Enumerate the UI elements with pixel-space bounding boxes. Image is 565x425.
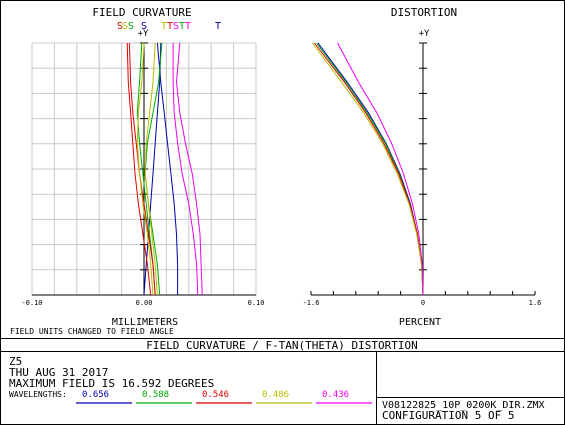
banner-title: FIELD CURVATURE / F-TAN(THETA) DISTORTIO… — [146, 339, 418, 352]
fc-legend-sag-label: S — [141, 21, 147, 32]
dist-series-line — [337, 42, 424, 296]
fc-legend-tan-label: S — [173, 21, 179, 32]
wavelength-value: 0.486 — [262, 390, 289, 400]
fc-y-label: +Y — [138, 29, 149, 39]
wavelength-value: 0.656 — [82, 390, 109, 400]
field-units-note: FIELD UNITS CHANGED TO FIELD ANGLE — [10, 327, 174, 336]
dist-x-tick-label: -1.6 — [303, 299, 320, 307]
fc-x-tick-label: 0.10 — [248, 299, 265, 307]
configuration-text: CONFIGURATION 5 OF 5 — [382, 409, 514, 422]
dist-title: DISTORTION — [391, 6, 457, 19]
file-name: V08122825_10P_0200K_DIR.ZMX — [382, 400, 545, 411]
dist-curves — [311, 42, 424, 296]
fc-tick-labels: -0.10 0.00 0.10 — [21, 299, 264, 307]
fc-legend: SS S S T T S T T T — [117, 21, 221, 32]
fc-legend-sag-label: S — [117, 21, 123, 32]
fc-x-tick-label: -0.10 — [21, 299, 42, 307]
wavelength-value: 0.546 — [202, 390, 229, 400]
fc-legend-tan-label: T — [215, 21, 221, 32]
max-field-text: MAXIMUM FIELD IS 16.592 DEGREES — [9, 377, 214, 390]
fc-curves — [126, 42, 203, 296]
fc-series-line — [136, 42, 154, 296]
fc-series-line — [143, 42, 162, 296]
wavelength-value: 0.588 — [142, 390, 169, 400]
lens-name: Z5 — [9, 355, 22, 368]
dist-series-line — [311, 42, 424, 296]
fc-legend-tan-label: T — [179, 21, 185, 32]
dist-x-label: PERCENT — [399, 317, 441, 328]
dist-tick-labels: -1.6 0 1.6 — [303, 299, 542, 307]
dist-x-tick-label: 0 — [421, 299, 425, 307]
dist-x-tick-label: 1.6 — [529, 299, 542, 307]
fc-series-line — [172, 43, 199, 296]
fc-series-line — [126, 42, 152, 296]
fc-legend-tan-label: T — [167, 21, 173, 32]
dist-y-label: +Y — [419, 29, 430, 39]
fc-x-tick-label: 0.00 — [136, 299, 153, 307]
fc-legend-sag-label: S — [128, 21, 134, 32]
wavelengths-label: WAVELENGTHS: — [9, 390, 67, 399]
fc-series-line — [144, 42, 158, 296]
distortion-chart: DISTORTION +Y -1.6 0 1.6 PERCENT — [303, 6, 542, 328]
date-text: THU AUG 31 2017 — [9, 366, 108, 379]
wavelength-list: 0.656 0.588 0.546 0.486 0.436 — [76, 390, 372, 404]
fc-legend-tan-label: T — [185, 21, 191, 32]
fc-series-line — [175, 42, 203, 296]
fc-series-line — [156, 42, 179, 295]
wavelength-value: 0.436 — [322, 390, 349, 400]
fc-legend-sag-label: S — [122, 21, 128, 32]
fc-legend-tan-label: T — [161, 21, 167, 32]
fc-x-label: MILLIMETERS — [112, 317, 178, 328]
field-curvature-chart: FIELD CURVATURE SS S S T T S T T T +Y -0.10 0.00 0… — [10, 6, 264, 336]
fc-title: FIELD CURVATURE — [92, 6, 191, 19]
